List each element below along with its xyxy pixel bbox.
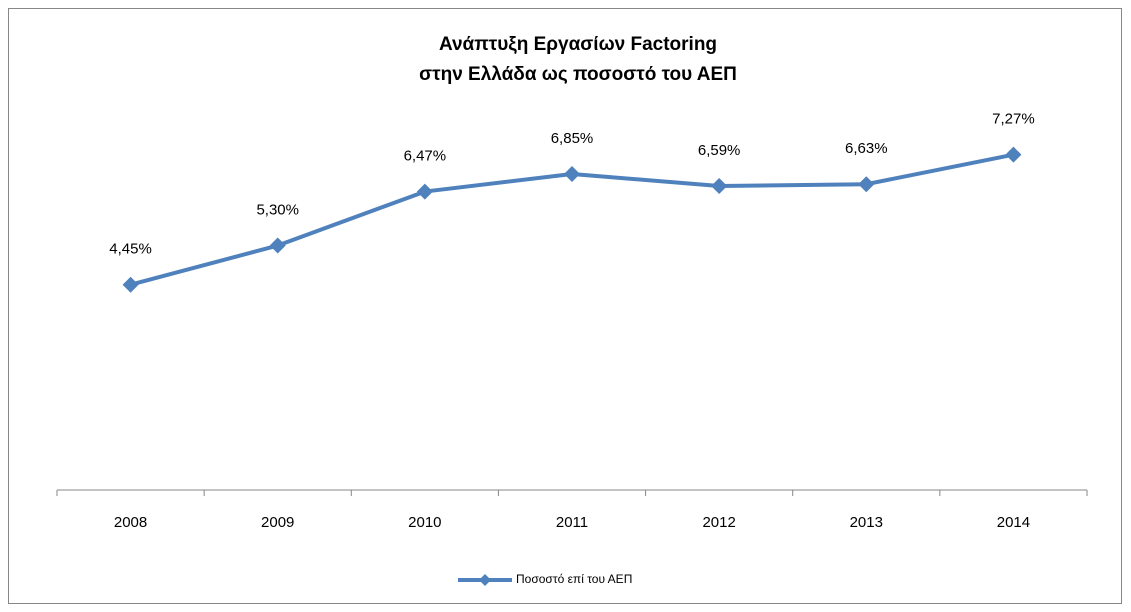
data-label: 6,47%	[404, 148, 447, 165]
data-label: 5,30%	[256, 202, 299, 219]
data-label: 6,59%	[698, 142, 741, 159]
data-label: 4,45%	[109, 241, 152, 258]
data-label: 6,85%	[551, 130, 594, 147]
data-point	[858, 176, 875, 193]
legend-label: Ποσοστό επί του ΑΕΠ	[516, 572, 632, 586]
legend-marker	[479, 574, 491, 586]
x-tick-label: 2010	[408, 514, 441, 531]
data-label: 6,63%	[845, 140, 888, 157]
data-label: 7,27%	[992, 111, 1035, 128]
x-tick-label: 2014	[997, 514, 1030, 531]
data-point	[564, 166, 580, 183]
chart-title: Ανάπτυξη Εργασίων Factoring	[439, 34, 717, 55]
x-tick-label: 2013	[850, 514, 883, 531]
data-point	[269, 237, 286, 254]
x-tick-label: 2011	[556, 514, 588, 531]
x-tick-label: 2008	[114, 514, 147, 531]
chart-border	[8, 8, 1122, 604]
data-point	[416, 183, 433, 200]
data-point	[711, 178, 728, 195]
x-tick-label: 2012	[702, 514, 735, 531]
data-point	[122, 276, 139, 293]
data-point	[1005, 146, 1022, 163]
x-tick-label: 2009	[261, 514, 294, 531]
chart-title: στην Ελλάδα ως ποσοστό του ΑΕΠ	[419, 64, 737, 85]
